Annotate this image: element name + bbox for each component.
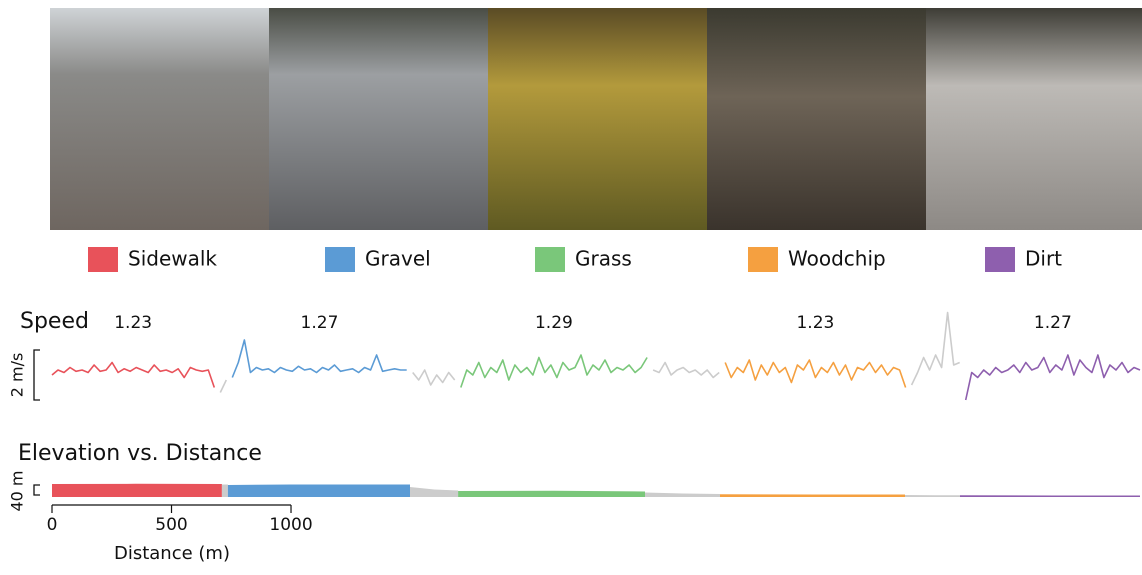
speed-trace <box>461 355 647 388</box>
elevation-area <box>222 485 228 498</box>
mean-speed-label: 1.27 <box>301 313 339 333</box>
figure: Speed Elevation vs. Distance Distance (m… <box>0 0 1142 571</box>
speed-trace <box>220 380 226 393</box>
legend-swatch <box>325 247 355 272</box>
scale-bar <box>34 350 40 400</box>
photo-dirt <box>926 8 1142 230</box>
x-tick-label: 0 <box>47 515 58 535</box>
elevation-area <box>410 487 458 497</box>
legend-label: Sidewalk <box>128 247 217 271</box>
legend-swatch <box>88 247 118 272</box>
mean-speed-label: 1.27 <box>1034 313 1072 333</box>
photo-sidewalk <box>50 8 269 230</box>
page: {"chart_data": [ {"type": "line", "title… <box>0 0 1142 571</box>
scale-bar <box>34 485 40 495</box>
speed-trace <box>653 363 719 378</box>
speed-title: Speed <box>20 309 89 334</box>
legend-label: Gravel <box>365 247 431 271</box>
legend-label: Woodchip <box>788 247 886 271</box>
elevation-area <box>905 495 960 497</box>
elevation-title: Elevation vs. Distance <box>18 441 262 466</box>
scale-label: 2 m/s <box>8 353 27 398</box>
x-tick-label: 500 <box>155 515 187 535</box>
photo-strip <box>50 8 1142 230</box>
photo-grass <box>488 8 707 230</box>
x-axis-label: Distance (m) <box>114 543 230 564</box>
elevation-area <box>228 485 410 498</box>
mean-speed-label: 1.23 <box>796 313 834 333</box>
legend-swatch <box>535 247 565 272</box>
speed-trace <box>966 355 1140 400</box>
elevation-area <box>960 495 1140 497</box>
elevation-area <box>720 494 905 497</box>
legend-label: Dirt <box>1025 247 1062 271</box>
elevation-area <box>645 493 720 498</box>
speed-trace <box>52 363 214 388</box>
legend-swatch <box>985 247 1015 272</box>
speed-trace <box>232 340 406 378</box>
photo-gravel <box>269 8 488 230</box>
mean-speed-label: 1.29 <box>535 313 573 333</box>
speed-trace <box>413 370 455 385</box>
legend-swatch <box>748 247 778 272</box>
elevation-area <box>52 484 222 497</box>
scale-label: 40 m <box>8 470 27 511</box>
speed-trace <box>725 360 905 388</box>
mean-speed-label: 1.23 <box>114 313 152 333</box>
photo-woodchip <box>707 8 926 230</box>
x-tick-label: 1000 <box>269 515 312 535</box>
elevation-area <box>458 491 645 497</box>
legend-label: Grass <box>575 247 632 271</box>
speed-trace <box>912 313 960 386</box>
